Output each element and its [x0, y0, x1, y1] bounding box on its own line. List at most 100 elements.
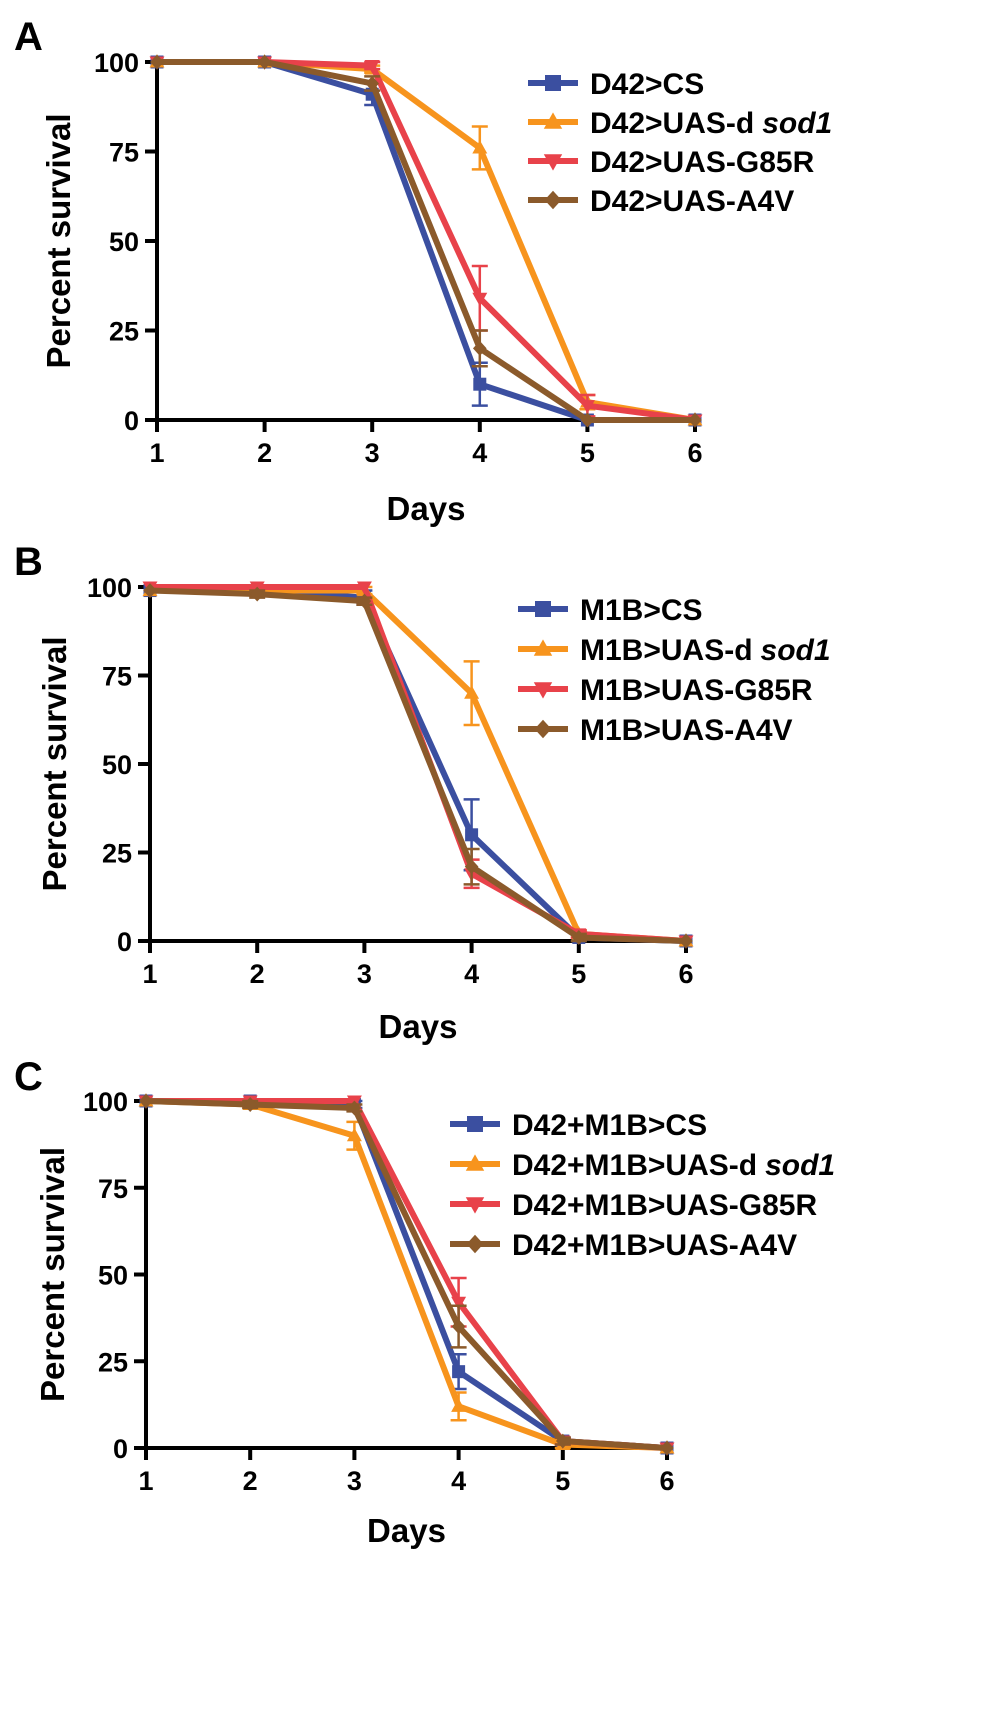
legend-label-italic: sod1: [765, 1149, 835, 1182]
x-tick-label: 1: [142, 959, 157, 989]
legend-entry: M1B>CS: [518, 594, 703, 627]
legend-label: M1B>UAS-d sod1: [580, 634, 831, 667]
legend-entry: D42>UAS-d sod1: [528, 107, 832, 140]
legend-entry: D42+M1B>UAS-A4V: [450, 1229, 797, 1262]
data-point: [660, 1440, 674, 1456]
legend-label-main: M1B>CS: [580, 594, 703, 627]
data-point: [451, 1319, 466, 1335]
legend-label-main: M1B>UAS-A4V: [580, 714, 793, 747]
legend-label-italic: sod1: [762, 107, 832, 140]
legend-entry: M1B>UAS-A4V: [518, 714, 793, 747]
x-tick-label: 1: [149, 438, 164, 468]
panel-a: A 0 25 50 75 100 1 2 3 4 5 6 Days Percent survival D42…: [14, 15, 832, 527]
y-tick-label: 100: [87, 573, 132, 603]
legend-swatch-marker: [534, 719, 552, 739]
data-point: [579, 400, 595, 414]
data-point: [465, 828, 479, 842]
x-tick-label: 3: [347, 1466, 362, 1496]
legend-entry: M1B>UAS-G85R: [518, 674, 813, 707]
legend-label-main: D42>UAS-d: [590, 107, 754, 140]
data-point: [451, 1296, 467, 1311]
x-tick-label: 5: [580, 438, 595, 468]
y-tick-label: 25: [102, 839, 132, 869]
x-tick-label: 2: [243, 1466, 258, 1496]
data-point: [473, 377, 487, 391]
series-line: [154, 59, 698, 423]
x-tick-label: 6: [659, 1466, 674, 1496]
data-point: [472, 140, 488, 154]
y-tick-label: 75: [102, 662, 132, 692]
legend-label: D42>CS: [590, 68, 704, 101]
legend-entry: D42+M1B>CS: [450, 1109, 707, 1142]
data-point: [250, 586, 265, 602]
y-tick-label: 50: [98, 1261, 128, 1291]
y-tick-label: 25: [98, 1347, 128, 1377]
x-tick-label: 4: [464, 959, 479, 989]
legend-swatch-marker: [543, 154, 563, 171]
legend-swatch-marker: [535, 601, 551, 617]
legend-label: M1B>CS: [580, 594, 703, 627]
legend-label-main: D42>CS: [590, 68, 704, 101]
legend-entry: M1B>UAS-d sod1: [518, 634, 831, 667]
legend-label: D42+M1B>CS: [512, 1109, 707, 1142]
legend-label-main: M1B>UAS-d: [580, 634, 753, 667]
panel-letter: A: [14, 15, 43, 59]
legend-label: D42+M1B>UAS-d sod1: [512, 1149, 835, 1182]
legend-label: D42>UAS-G85R: [590, 146, 815, 179]
y-tick-label: 100: [94, 48, 139, 78]
y-tick-label: 25: [109, 317, 139, 347]
x-tick-label: 4: [451, 1466, 466, 1496]
data-point: [139, 1093, 153, 1109]
legend-entry: D42+M1B>UAS-G85R: [450, 1189, 817, 1222]
data-point: [150, 54, 164, 70]
legend-label-main: D42+M1B>UAS-A4V: [512, 1229, 797, 1262]
panel-letter: C: [14, 1055, 43, 1099]
data-point: [347, 1100, 362, 1116]
data-point: [688, 412, 702, 428]
series-line: [143, 1098, 670, 1451]
series-line: [147, 587, 689, 944]
panel-letter: B: [14, 540, 43, 584]
y-axis-label: Percent survival: [34, 1147, 71, 1402]
series-3: [143, 583, 693, 949]
data-point: [257, 54, 272, 70]
legend-label: D42+M1B>UAS-G85R: [512, 1189, 817, 1222]
x-axis-label: Days: [367, 1512, 446, 1549]
legend-label: D42+M1B>UAS-A4V: [512, 1229, 797, 1262]
legend-label: D42>UAS-d sod1: [590, 107, 832, 140]
data-point: [464, 685, 480, 699]
legend-swatch-marker: [465, 1197, 485, 1214]
legend-label-main: D42>UAS-G85R: [590, 146, 815, 179]
y-tick-label: 0: [117, 927, 132, 957]
y-tick-label: 0: [124, 406, 139, 436]
legend-label: M1B>UAS-G85R: [580, 674, 813, 707]
data-point: [472, 292, 488, 307]
x-axis-label: Days: [379, 1008, 458, 1045]
x-tick-label: 5: [571, 959, 586, 989]
x-tick-label: 3: [365, 438, 380, 468]
x-axis-label: Days: [387, 490, 466, 527]
legend-label: M1B>UAS-A4V: [580, 714, 793, 747]
x-tick-label: 5: [555, 1466, 570, 1496]
data-point: [357, 593, 372, 609]
y-tick-label: 50: [102, 750, 132, 780]
y-axis-label: Percent survival: [40, 114, 77, 369]
legend-entry: D42>UAS-A4V: [528, 185, 794, 218]
y-tick-label: 0: [113, 1434, 128, 1464]
legend-entry: D42+M1B>UAS-d sod1: [450, 1149, 835, 1182]
legend-swatch-marker: [533, 639, 553, 656]
legend-entry: D42>UAS-G85R: [528, 146, 815, 179]
data-point: [555, 1433, 570, 1449]
series-3: [150, 54, 702, 428]
legend-swatch-marker: [544, 190, 562, 210]
series-1: [138, 1093, 675, 1454]
panel-c: C 0 25 50 75 100 1 2 3 4 5 6 Days Percent survival D42…: [14, 1055, 835, 1549]
data-point: [464, 859, 479, 875]
legend-entry: D42>CS: [528, 68, 704, 101]
data-point: [346, 1127, 362, 1142]
legend-label-main: D42+M1B>UAS-G85R: [512, 1189, 817, 1222]
legend-swatch-marker: [465, 1154, 485, 1171]
legend-swatch-marker: [466, 1234, 484, 1254]
x-tick-label: 1: [138, 1466, 153, 1496]
